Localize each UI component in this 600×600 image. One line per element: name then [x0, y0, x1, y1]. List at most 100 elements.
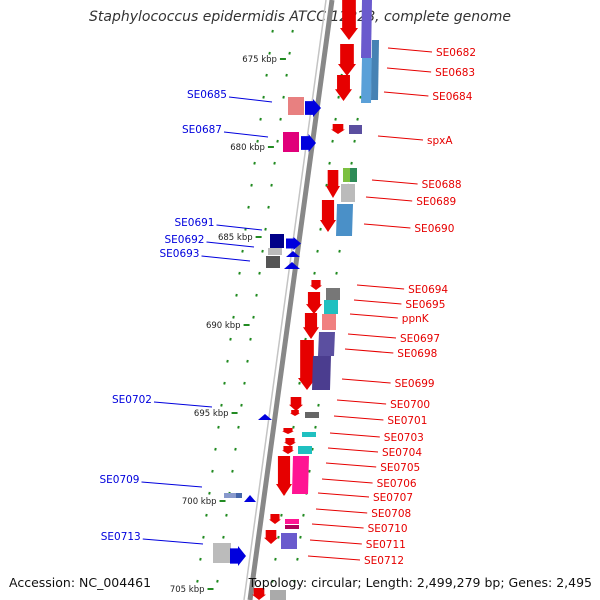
- guide-dot: [279, 117, 282, 121]
- guide-dot: [256, 139, 259, 143]
- gene-label-connector: [327, 447, 379, 453]
- reverse-gene-label: SE0690: [414, 223, 454, 235]
- scale-tick-label: 680 kbp: [230, 143, 265, 153]
- gene-label-connector: [315, 508, 368, 514]
- gene-label-connector: [321, 478, 373, 484]
- gene-label-connector: [141, 481, 203, 488]
- gene-label-connector: [347, 333, 397, 339]
- reverse-gene-arrow: [326, 170, 340, 198]
- backbone-shadow: [243, 0, 327, 600]
- cog-shade: [343, 168, 350, 182]
- forward-gene-label: SE0691: [174, 217, 214, 229]
- gene-label-connector: [317, 492, 370, 498]
- reverse-gene-label: SE0711: [366, 539, 406, 551]
- reverse-gene-arrow: [269, 514, 281, 524]
- reverse-gene-label: SE0706: [377, 478, 417, 490]
- reverse-gene-arrow: [282, 446, 294, 454]
- cog-shade: [224, 493, 236, 498]
- guide-dot: [250, 183, 253, 187]
- guide-dot: [277, 535, 280, 539]
- guide-dot: [319, 227, 322, 231]
- reverse-gene-label: SE0703: [384, 432, 424, 444]
- reverse-gene-label: SE0682: [436, 47, 476, 59]
- guide-dot: [356, 117, 359, 121]
- guide-dot: [211, 469, 214, 473]
- guide-dot: [273, 161, 276, 165]
- reverse-gene-label: SE0683: [435, 67, 475, 79]
- accession-label: Accession: NC_004461: [9, 575, 152, 590]
- forward-gene-arrow: [284, 262, 300, 269]
- gene-label-connector: [341, 378, 391, 384]
- gene-label-connector: [344, 348, 394, 354]
- guide-dot: [216, 579, 219, 583]
- guide-dot: [231, 469, 234, 473]
- cog-shade: [305, 412, 319, 418]
- reverse-gene-arrow: [276, 456, 292, 496]
- gene-label-connector: [386, 67, 432, 73]
- gene-label-connector: [142, 538, 204, 545]
- gene-label-connector: [228, 96, 273, 103]
- guide-dot: [238, 271, 241, 275]
- guide-dot: [202, 535, 205, 539]
- forward-gene-arrow: [305, 99, 321, 117]
- guide-dot: [226, 359, 229, 363]
- cog-shade: [361, 0, 372, 58]
- guide-dot: [334, 117, 337, 121]
- reverse-gene-label: SE0694: [408, 284, 448, 296]
- forward-gene-label: SE0713: [101, 531, 141, 543]
- gene-label-connector: [363, 223, 411, 229]
- guide-dot: [298, 381, 301, 385]
- cog-shade: [349, 125, 362, 134]
- forward-gene-arrow: [286, 237, 301, 250]
- gene-label-connector: [333, 415, 384, 421]
- guide-dot: [235, 293, 238, 297]
- cog-shade: [268, 248, 282, 255]
- reverse-gene-arrow: [320, 200, 336, 232]
- guide-dot: [253, 161, 256, 165]
- forward-gene-label: SE0702: [112, 394, 152, 406]
- reverse-gene-label: SE0695: [405, 299, 445, 311]
- gene-label-connector: [206, 241, 255, 248]
- gene-label-connector: [309, 539, 362, 545]
- forward-gene-label: SE0693: [159, 248, 199, 260]
- cog-shade: [341, 184, 355, 202]
- cog-shade: [281, 533, 297, 549]
- cog-shade: [266, 256, 280, 268]
- reverse-gene-label: SE0688: [422, 179, 462, 191]
- guide-dot: [208, 491, 211, 495]
- reverse-gene-arrow: [298, 340, 316, 390]
- reverse-gene-label: SE0704: [382, 447, 422, 459]
- guide-dot: [205, 513, 208, 517]
- scale-tick-label: 685 kbp: [218, 233, 253, 243]
- guide-dot: [296, 557, 299, 561]
- reverse-gene-arrow: [252, 588, 266, 600]
- reverse-gene-label: SE0697: [400, 333, 440, 345]
- guide-dot: [314, 425, 317, 429]
- cog-shade: [318, 332, 335, 356]
- reverse-gene-arrow: [290, 410, 300, 416]
- cog-shade: [322, 314, 336, 330]
- reverse-gene-arrow: [338, 44, 356, 76]
- cog-shade: [288, 97, 304, 115]
- cog-shade: [236, 493, 242, 498]
- guide-dot: [225, 513, 228, 517]
- gene-label-connector: [201, 255, 251, 262]
- guide-dot: [302, 513, 305, 517]
- guide-dot: [223, 381, 226, 385]
- gene-label-connector: [349, 313, 398, 319]
- guide-dot: [252, 315, 255, 319]
- reverse-gene-label: SE0705: [380, 462, 420, 474]
- gene-label-connector: [365, 196, 413, 202]
- reverse-gene-label: SE0684: [432, 91, 472, 103]
- reverse-gene-arrow: [303, 313, 319, 339]
- guide-dot: [270, 183, 273, 187]
- reverse-gene-label: SE0712: [364, 555, 404, 567]
- cog-shade: [298, 446, 312, 454]
- reverse-gene-label: spxA: [427, 135, 453, 147]
- scale-tick-label: 690 kbp: [206, 321, 241, 331]
- guide-dot: [237, 425, 240, 429]
- forward-gene-label: SE0709: [99, 474, 139, 486]
- cog-shade: [292, 456, 309, 494]
- guide-dot: [291, 29, 294, 33]
